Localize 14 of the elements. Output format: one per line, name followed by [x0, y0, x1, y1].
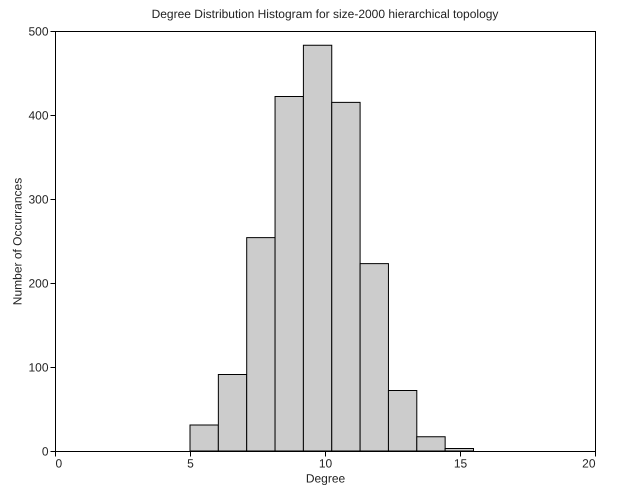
x-tick-label: 5 — [187, 456, 194, 470]
x-tick-label: 0 — [56, 456, 62, 470]
y-tick-label: 300 — [28, 192, 49, 206]
y-tick-label: 400 — [28, 108, 49, 122]
y-axis-title: Number of Occurrances — [10, 178, 24, 306]
y-tick-label: 100 — [28, 360, 49, 374]
y-tick-label: 500 — [28, 24, 49, 38]
y-tick-label: 200 — [28, 276, 49, 290]
x-tick-label: 15 — [454, 456, 468, 470]
x-tick-label: 10 — [318, 456, 332, 470]
x-axis-title: Degree — [306, 472, 346, 486]
chart-title: Degree Distribution Histogram for size-2000 hierarchical topology — [152, 7, 498, 21]
y-tick-label: 0 — [42, 444, 49, 458]
x-tick-label: 20 — [582, 456, 596, 470]
